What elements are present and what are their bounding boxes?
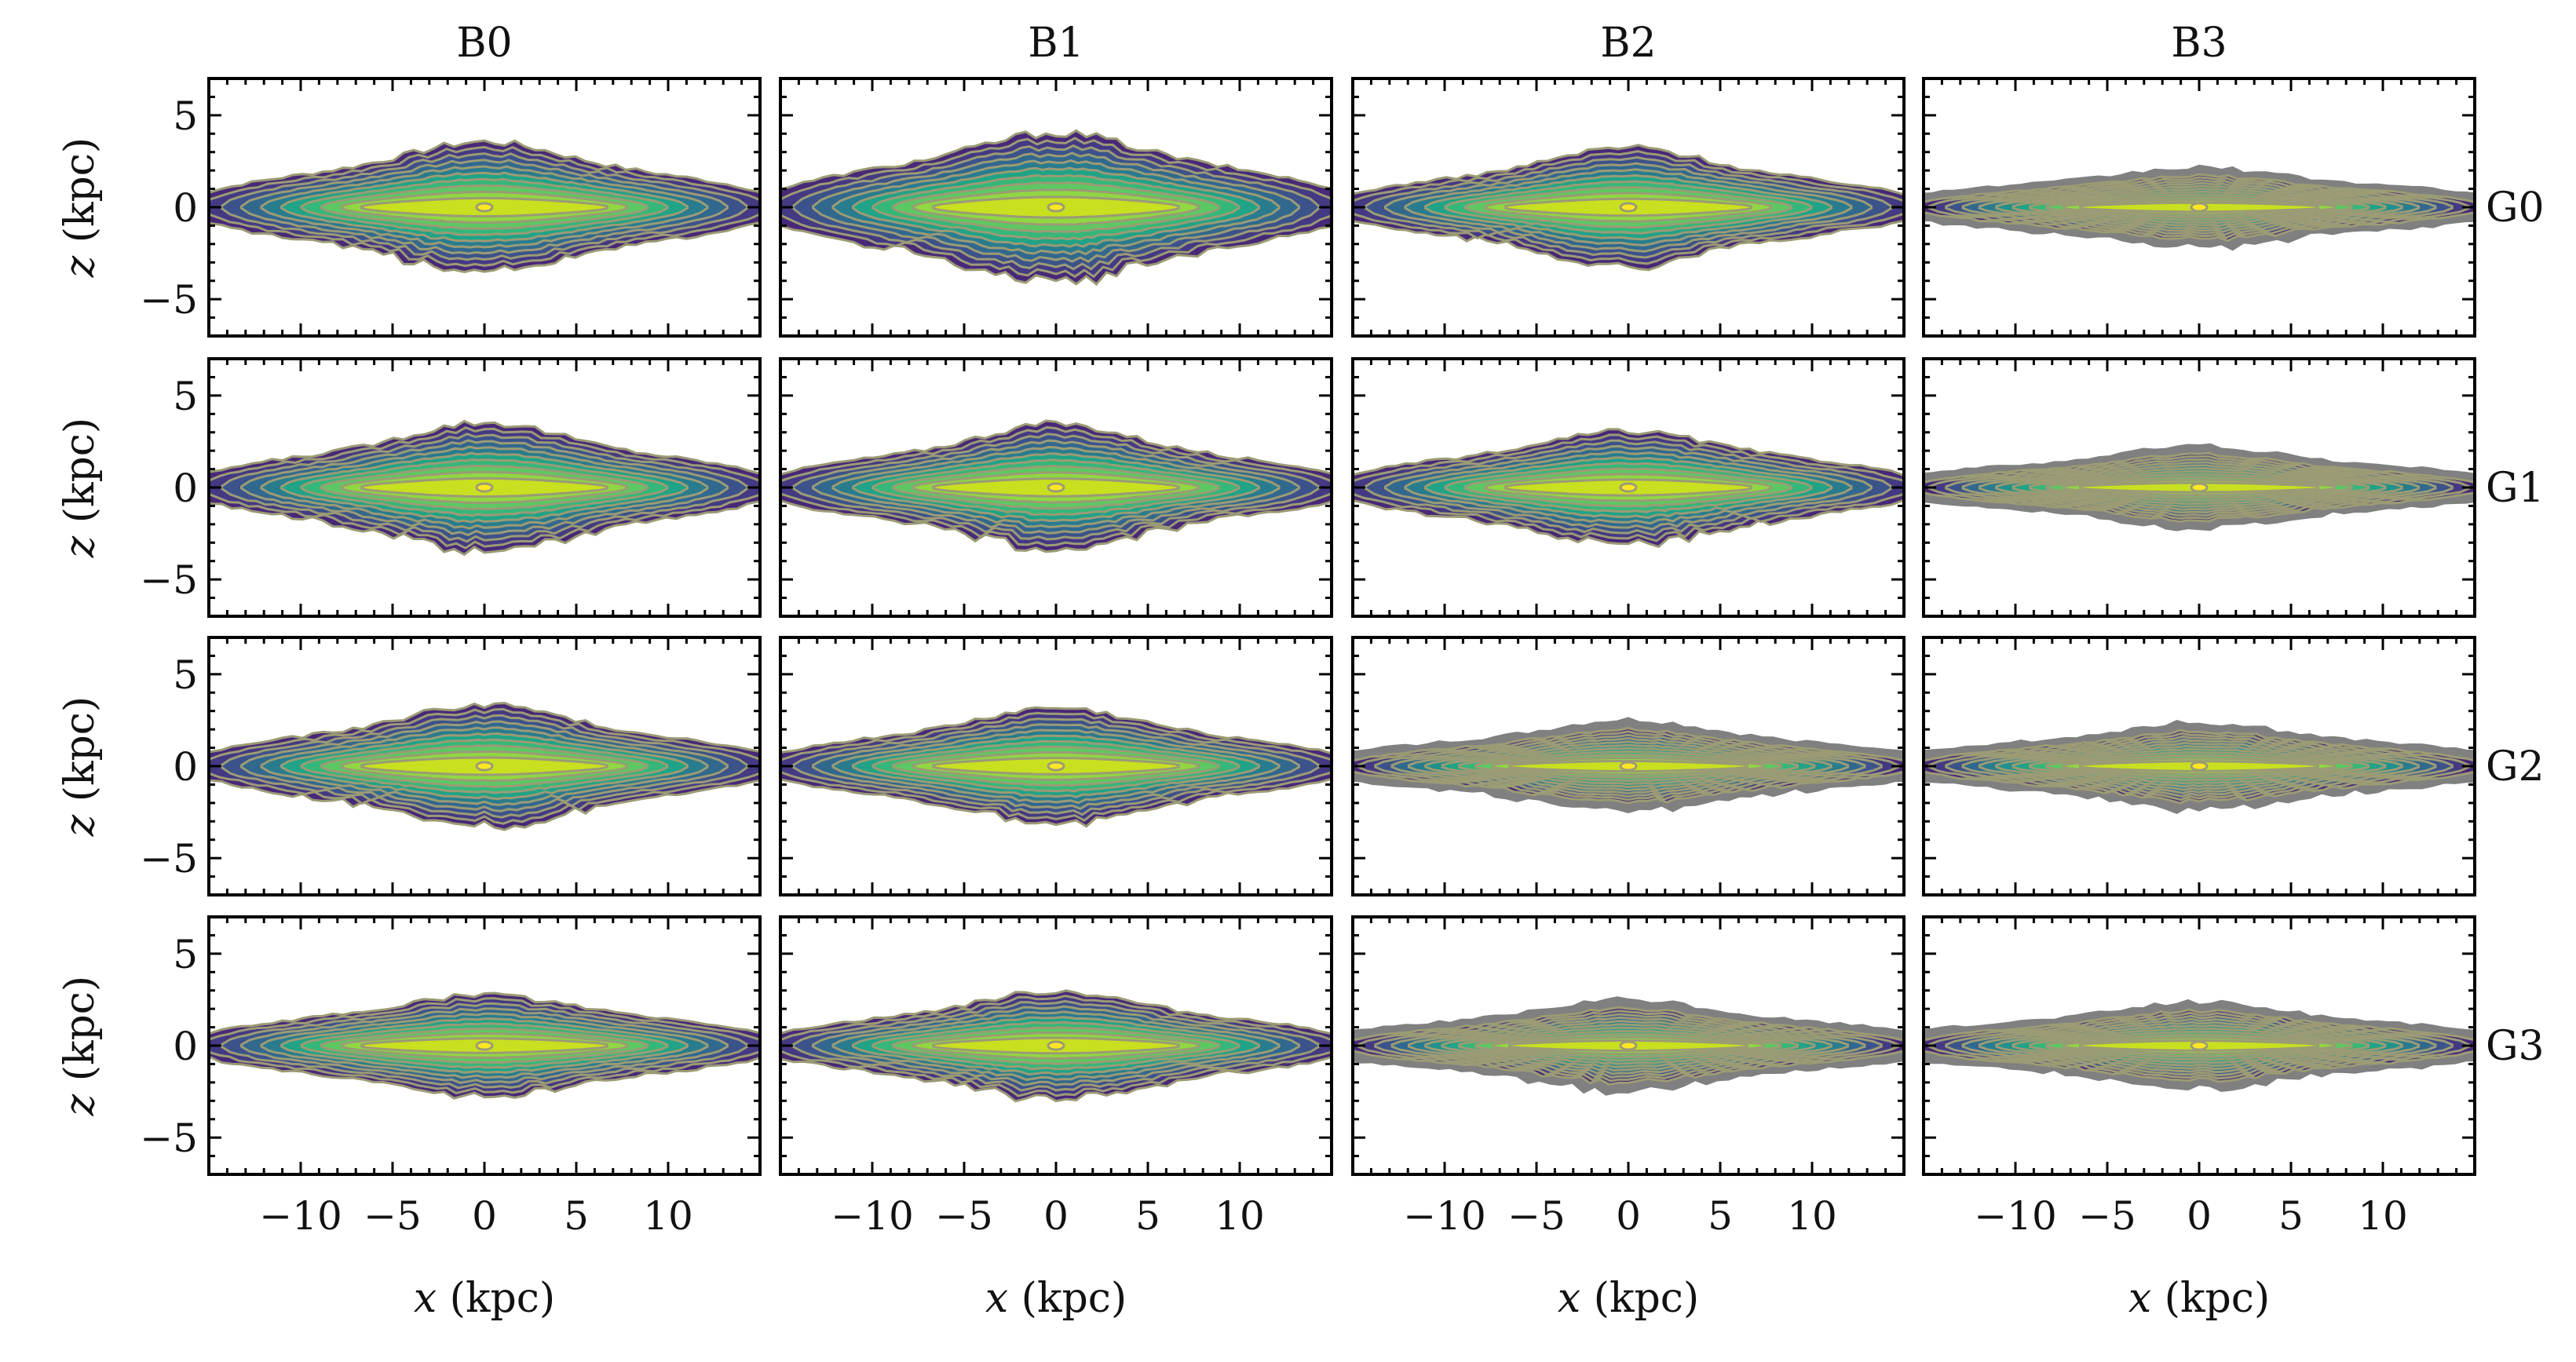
- panel-B0-G1: [207, 357, 762, 618]
- x-tick-label: −10: [1403, 1193, 1486, 1239]
- panel-B2-G1: [1351, 357, 1906, 618]
- x-tick-label: −10: [831, 1193, 914, 1239]
- x-axis-label: x (kpc): [985, 1275, 1127, 1322]
- x-tick-label: 0: [472, 1193, 497, 1239]
- panel-B2-G2: [1351, 636, 1906, 896]
- panel-B1-G1: [779, 357, 1333, 618]
- x-tick-label: 5: [1135, 1193, 1160, 1239]
- column-title: B2: [1600, 20, 1656, 67]
- y-tick-label: −5: [140, 557, 198, 603]
- y-tick-label: 5: [173, 374, 198, 419]
- core-marker: [1047, 482, 1065, 493]
- row-label: G1: [2486, 465, 2545, 512]
- y-tick-label: 0: [173, 185, 198, 231]
- y-tick-label: 0: [173, 1024, 198, 1069]
- core-marker: [475, 482, 494, 493]
- x-axis-label: x (kpc): [1558, 1275, 1699, 1322]
- core-marker: [475, 202, 494, 213]
- y-tick-label: 5: [173, 932, 198, 977]
- x-tick-label: 10: [1215, 1193, 1265, 1239]
- y-tick-label: −5: [140, 1116, 198, 1161]
- column-title: B1: [1028, 20, 1083, 67]
- x-axis-label: x (kpc): [414, 1275, 555, 1322]
- panel-B0-G2: [207, 636, 762, 896]
- column-title: B3: [2171, 20, 2227, 67]
- column-title: B0: [456, 20, 512, 67]
- panel-B3-G3: [1922, 915, 2476, 1176]
- y-tick-label: 5: [173, 652, 198, 698]
- x-tick-label: 10: [1787, 1193, 1837, 1239]
- core-marker: [2190, 202, 2209, 213]
- y-tick-label: 5: [173, 93, 198, 139]
- x-tick-label: 5: [564, 1193, 589, 1239]
- core-marker: [2190, 482, 2209, 493]
- panel-B1-G3: [779, 915, 1333, 1176]
- core-marker: [1047, 761, 1065, 772]
- row-label: G0: [2486, 184, 2545, 232]
- core-marker: [475, 761, 494, 772]
- x-tick-label: 5: [1708, 1193, 1733, 1239]
- core-marker: [2190, 1040, 2209, 1051]
- core-marker: [1619, 482, 1638, 493]
- core-marker: [475, 1040, 494, 1051]
- core-marker: [1047, 202, 1065, 213]
- row-label: G2: [2486, 743, 2545, 791]
- y-axis-label: z (kpc): [57, 976, 104, 1116]
- panel-B1-G2: [779, 636, 1333, 896]
- y-tick-label: −5: [140, 277, 198, 323]
- core-marker: [1619, 761, 1638, 772]
- x-tick-label: 10: [2358, 1193, 2408, 1239]
- panel-B3-G1: [1922, 357, 2476, 618]
- x-tick-label: −5: [1507, 1193, 1566, 1239]
- x-tick-label: −5: [2078, 1193, 2136, 1239]
- y-axis-label: z (kpc): [57, 696, 104, 837]
- x-tick-label: 5: [2278, 1193, 2304, 1239]
- y-axis-label: z (kpc): [57, 137, 104, 278]
- panel-B0-G0: [207, 77, 762, 338]
- core-marker: [1619, 202, 1638, 213]
- y-tick-label: 0: [173, 744, 198, 790]
- panel-B1-G0: [779, 77, 1333, 338]
- x-tick-label: −10: [259, 1193, 342, 1239]
- panel-B0-G3: [207, 915, 762, 1176]
- x-tick-label: 0: [1616, 1193, 1641, 1239]
- panel-B3-G2: [1922, 636, 2476, 896]
- x-tick-label: 0: [1043, 1193, 1069, 1239]
- core-marker: [2190, 761, 2209, 772]
- x-tick-label: 0: [2187, 1193, 2212, 1239]
- x-axis-label: x (kpc): [2128, 1275, 2270, 1322]
- core-marker: [1619, 1040, 1638, 1051]
- x-tick-label: −5: [364, 1193, 422, 1239]
- y-tick-label: −5: [140, 836, 198, 882]
- panel-B2-G0: [1351, 77, 1906, 338]
- row-label: G3: [2486, 1023, 2545, 1070]
- panel-B2-G3: [1351, 915, 1906, 1176]
- y-tick-label: 0: [173, 466, 198, 511]
- x-tick-label: −10: [1974, 1193, 2057, 1239]
- x-tick-label: −5: [935, 1193, 993, 1239]
- y-axis-label: z (kpc): [57, 418, 104, 558]
- core-marker: [1047, 1040, 1065, 1051]
- panel-B3-G0: [1922, 77, 2476, 338]
- x-tick-label: 10: [643, 1193, 693, 1239]
